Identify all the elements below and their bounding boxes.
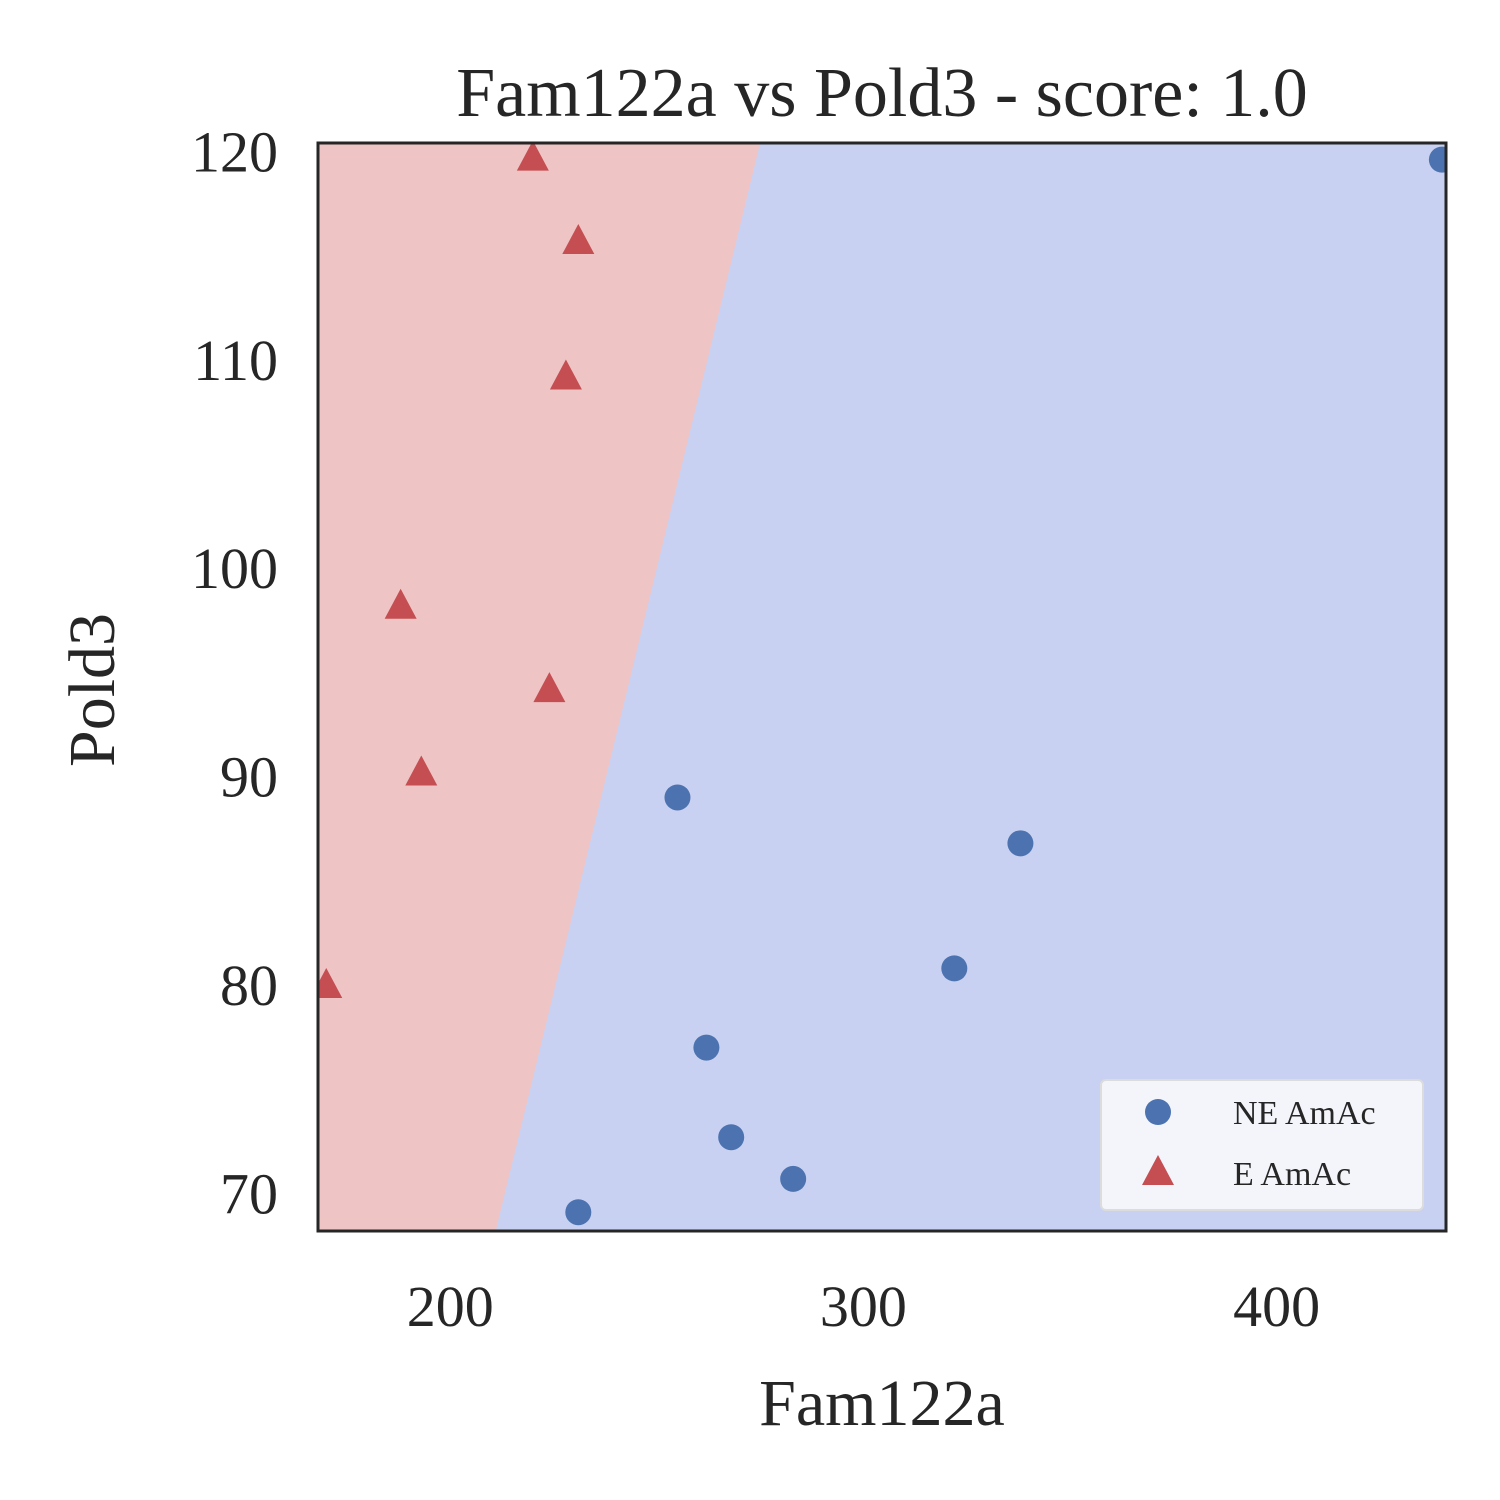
point-ne-amac: [565, 1199, 592, 1226]
x-axis-label: Fam122a: [759, 1367, 1005, 1440]
plot-frame: [316, 141, 1448, 1233]
y-tick-label: 110: [193, 328, 278, 393]
legend-marker-ne-amac: [1145, 1099, 1171, 1125]
point-ne-amac: [780, 1165, 807, 1192]
point-e-amac: [549, 359, 582, 390]
point-ne-amac: [693, 1034, 720, 1061]
legend-label-ne-amac: NE AmAc: [1233, 1095, 1376, 1132]
x-tick-label: 200: [407, 1274, 494, 1339]
point-e-amac: [318, 968, 343, 999]
chart-title: Fam122a vs Pold3 - score: 1.0: [456, 55, 1308, 132]
y-tick-label: 80: [220, 953, 278, 1018]
point-ne-amac: [664, 784, 691, 811]
y-tick-label: 120: [191, 119, 278, 184]
point-e-amac: [405, 755, 438, 786]
point-e-amac: [384, 588, 417, 619]
x-tick-label: 400: [1233, 1274, 1320, 1339]
point-e-amac: [533, 672, 566, 703]
x-tick-label: 300: [820, 1274, 907, 1339]
x-axis-ticks: 200 300 400: [407, 1274, 1320, 1339]
point-ne-amac: [1007, 830, 1034, 857]
y-tick-label: 90: [220, 745, 278, 810]
point-e-amac: [516, 143, 549, 171]
region-e-amac: [318, 143, 761, 1231]
data-points: [318, 143, 1446, 1226]
legend-marker-e-amac: [1142, 1155, 1174, 1185]
legend: NE AmAc E AmAc: [1100, 1079, 1424, 1211]
point-ne-amac: [718, 1124, 745, 1151]
legend-label-e-amac: E AmAc: [1233, 1156, 1351, 1193]
point-e-amac: [562, 223, 595, 254]
y-axis-label: Pold3: [56, 613, 129, 767]
y-tick-label: 100: [191, 536, 278, 601]
decision-regions: [318, 143, 1446, 1231]
y-axis-ticks: 70 80 90 100 110 120: [191, 119, 278, 1226]
legend-box: [1100, 1079, 1424, 1211]
point-ne-amac: [941, 955, 968, 982]
point-ne-amac: [1428, 146, 1446, 173]
y-tick-label: 70: [220, 1161, 278, 1226]
